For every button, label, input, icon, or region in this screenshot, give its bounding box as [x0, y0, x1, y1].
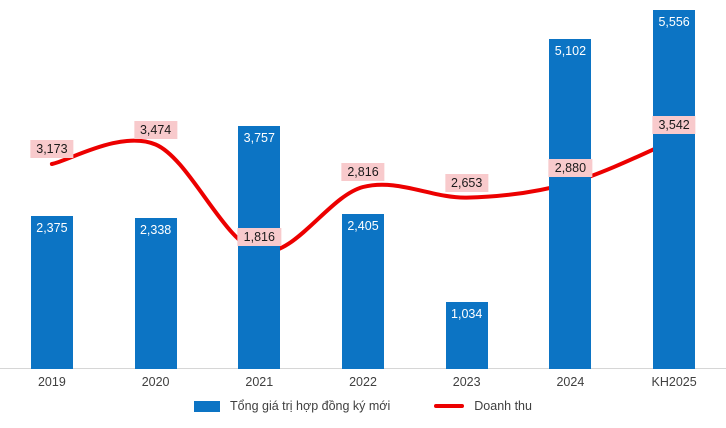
- legend-line-swatch: [434, 404, 465, 408]
- bar-KH2025: [653, 10, 696, 369]
- line-value-label: 2,653: [445, 173, 489, 192]
- line-value-label: 1,816: [237, 227, 281, 246]
- bar-value-label: 2,375: [36, 220, 68, 235]
- line-value-label: 2,816: [341, 163, 385, 181]
- x-axis-label-2019: 2019: [37, 375, 66, 389]
- x-axis-label-2023: 2023: [452, 375, 481, 389]
- x-axis-label-2022: 2022: [349, 375, 377, 389]
- x-axis-label-2024: 2024: [556, 375, 585, 389]
- bar-value-label: 5,102: [554, 44, 587, 59]
- x-axis-label-2020: 2020: [141, 375, 170, 389]
- x-axis-label-KH2025: KH2025: [651, 375, 697, 389]
- bar-value-label: 2,338: [139, 222, 172, 237]
- bar-2022: [342, 213, 384, 369]
- line-value-label: 2,880: [548, 158, 593, 177]
- bar-2021: [238, 126, 281, 369]
- legend-bar-swatch: [194, 400, 221, 412]
- chart-legend: Tổng giá trị hợp đồng ký mới Doanh thu: [0, 399, 726, 413]
- legend-bar-series-label: Tổng giá trị hợp đồng ký mới: [230, 399, 391, 413]
- bar-value-label: 5,556: [658, 15, 690, 29]
- bar-value-label: 2,405: [347, 218, 379, 233]
- bar-value-label: 3,757: [243, 131, 275, 146]
- line-value-label: 3,474: [133, 120, 178, 139]
- bar-2020: [134, 217, 177, 369]
- bar-2019: [30, 215, 73, 369]
- x-axis-label-2021: 2021: [245, 375, 274, 389]
- bar-2024: [549, 39, 592, 369]
- line-value-label: 3,542: [652, 116, 696, 135]
- bar-value-label: 1,034: [451, 307, 483, 322]
- bar-2023: [445, 302, 488, 369]
- line-value-label: 3,173: [30, 140, 74, 158]
- legend-line-series-label: Doanh thu: [474, 399, 532, 413]
